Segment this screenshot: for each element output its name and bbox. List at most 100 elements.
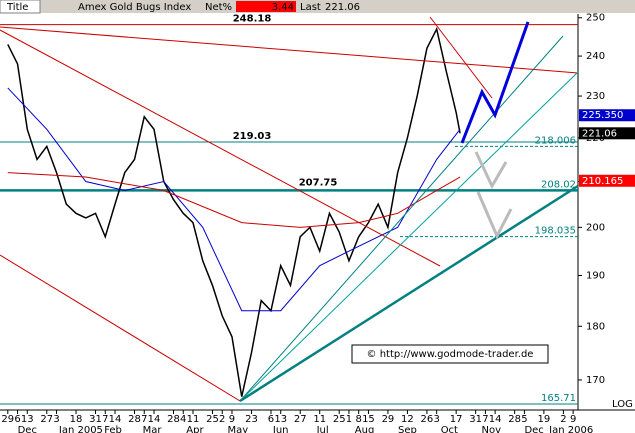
x-tick-label: 17 — [450, 414, 463, 425]
x-tick-label: 31 — [469, 414, 482, 425]
x-tick-label: 3 — [53, 414, 59, 425]
forecast-path — [474, 151, 508, 190]
level-label: 218.006 — [535, 135, 576, 146]
copyright: © http://www.godmode-trader.de — [367, 349, 534, 360]
month-label: Feb — [104, 425, 122, 433]
header-field[interactable] — [0, 0, 41, 14]
x-tick-label: 7 — [482, 414, 488, 425]
x-tick-label: 11 — [187, 414, 200, 425]
y-tick-label: 180 — [586, 321, 605, 332]
month-label: Nov — [481, 425, 501, 433]
month-label: Mar — [143, 425, 163, 433]
x-tick-label: 15 — [362, 414, 375, 425]
trend-line — [239, 184, 579, 403]
y-tick-label: 190 — [586, 270, 605, 281]
x-tick-label: 5 — [521, 414, 527, 425]
x-tick-label: 14 — [109, 414, 122, 425]
level-label: 248.18 — [233, 14, 272, 25]
plot — [0, 24, 578, 405]
month-label: Dec — [524, 425, 543, 433]
trend-line — [0, 29, 441, 267]
price-badge-label: 221.06 — [582, 128, 617, 139]
y-tick-label: 240 — [586, 51, 605, 62]
x-tick-label: 23 — [245, 414, 258, 425]
price-badge — [579, 109, 635, 122]
trend-line — [0, 254, 241, 402]
y-tick-label: 200 — [586, 222, 605, 233]
trend-lines — [0, 16, 579, 403]
month-label: Dec — [18, 425, 37, 433]
x-tick-label: 27 — [40, 414, 53, 425]
header-field-text: Title — [6, 2, 28, 13]
x-tick-label: 4 — [180, 414, 186, 425]
month-label: Jun — [272, 425, 289, 433]
x-tick-label: 7 — [102, 414, 108, 425]
header-net-label: Net% — [205, 2, 232, 13]
trend-line — [239, 71, 579, 402]
level-label: 165.71 — [541, 393, 576, 404]
price-badge — [579, 174, 635, 187]
x-tick-label: 13 — [21, 414, 34, 425]
scale-note: LOG — [612, 399, 633, 410]
x-tick-label: 31 — [89, 414, 102, 425]
trend-line — [429, 16, 493, 99]
x-tick-label: 8 — [356, 414, 362, 425]
x-tick-label: 26 — [421, 414, 434, 425]
month-label: Aug — [355, 425, 375, 433]
x-tick-label: 28 — [508, 414, 521, 425]
x-tick-label: 25 — [206, 414, 219, 425]
level-label: 198.035 — [535, 226, 576, 237]
moving-average — [7, 172, 461, 228]
forecast-path — [476, 191, 513, 240]
price-line — [7, 26, 461, 397]
x-tick-label: 2 — [219, 414, 225, 425]
price-badge-label: 210.165 — [582, 176, 623, 187]
x-tick-label: 19 — [538, 414, 551, 425]
price-badge — [579, 127, 635, 140]
x-tick-label: 9 — [229, 414, 235, 425]
x-tick-label: 2 — [560, 414, 566, 425]
trend-line — [0, 26, 579, 74]
y-tick-label: 230 — [586, 91, 605, 102]
x-tick-label: 7 — [141, 414, 147, 425]
x-tick-label: 9 — [570, 414, 576, 425]
month-label: May — [227, 425, 248, 433]
month-label: Jan 2006 — [548, 425, 593, 433]
peak-label: 207.75 — [299, 178, 338, 189]
x-tick-label: 1 — [346, 414, 352, 425]
x-tick-label: 29 — [1, 414, 14, 425]
x-tick-label: 3 — [433, 414, 439, 425]
x-tick-label: 28 — [128, 414, 141, 425]
x-tick-label: 6 — [268, 414, 274, 425]
level-label: 219.03 — [233, 131, 272, 142]
x-tick-label: 25 — [333, 414, 346, 425]
header-title: Amex Gold Bugs Index — [78, 2, 191, 13]
trend-line — [239, 35, 564, 402]
x-tick-label: 14 — [148, 414, 161, 425]
level-label: 208.02 — [541, 179, 576, 190]
x-tick-label: 14 — [489, 414, 502, 425]
y-tick-label: 170 — [586, 375, 605, 386]
net-box — [236, 1, 296, 12]
x-tick-label: 12 — [401, 414, 414, 425]
x-tick-label: 27 — [294, 414, 307, 425]
month-label: Jul — [316, 425, 329, 433]
price-badge-label: 225.350 — [582, 110, 623, 121]
moving-average — [7, 87, 461, 312]
month-label: Apr — [186, 425, 204, 433]
month-label: Oct — [441, 425, 458, 433]
copyright-box — [351, 344, 549, 364]
x-tick-label: 28 — [167, 414, 180, 425]
month-label: Jan 2005 — [58, 425, 103, 433]
x-tick-label: 29 — [382, 414, 395, 425]
x-tick-label: 13 — [274, 414, 287, 425]
header-last: 221.06 — [325, 2, 360, 13]
header-last-label: Last — [300, 2, 321, 13]
month-label: Sep — [398, 425, 417, 433]
x-tick-label: 11 — [313, 414, 326, 425]
forecast-path — [460, 21, 530, 144]
x-tick-label: 6 — [14, 414, 20, 425]
